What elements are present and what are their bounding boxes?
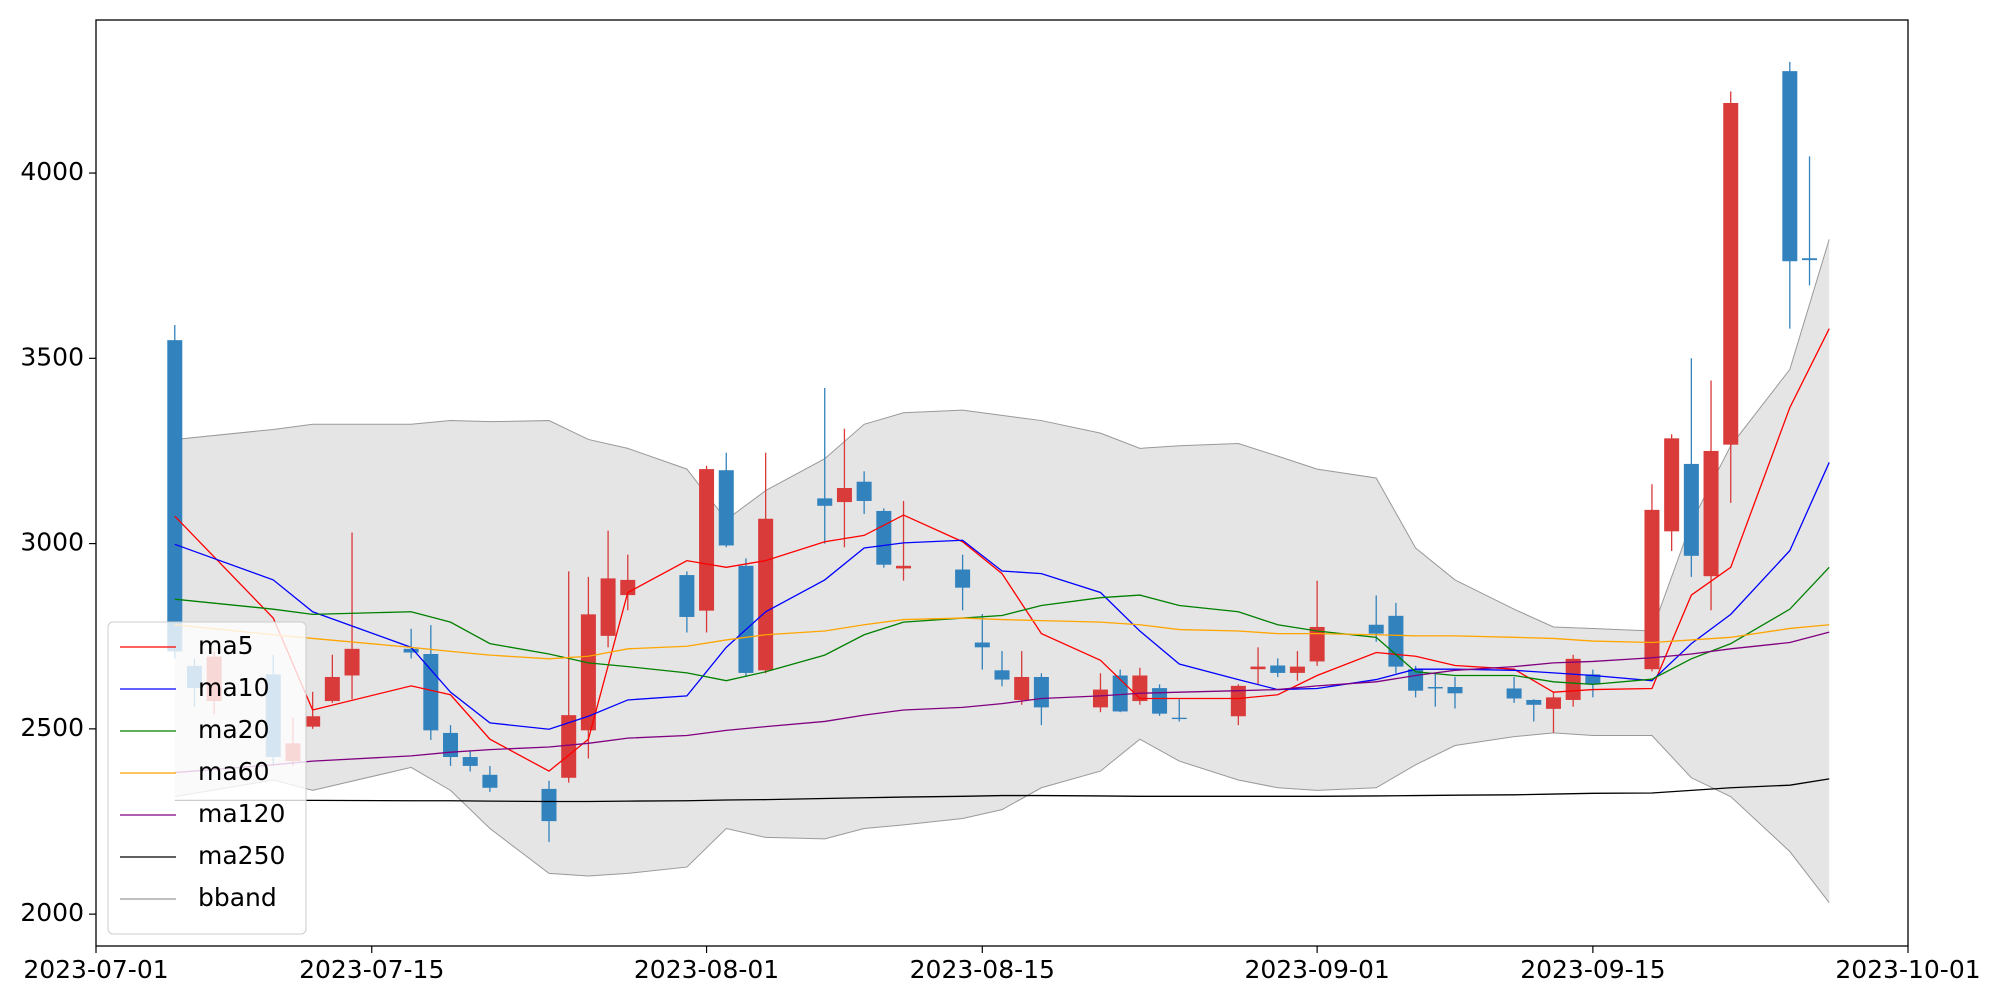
x-tick-label: 2023-07-15 bbox=[299, 955, 444, 984]
axes-layer: 2000 2500 3000 3500 4000 2023-07-01 2023-07-15… bbox=[20, 157, 1980, 984]
candle-body bbox=[1250, 666, 1266, 670]
candle-body bbox=[994, 670, 1010, 680]
candle-body bbox=[561, 715, 577, 778]
candle-body bbox=[1033, 676, 1049, 708]
legend-label: ma120 bbox=[198, 799, 285, 828]
candle-body bbox=[1782, 71, 1798, 262]
candle-body bbox=[462, 757, 478, 766]
x-tick-label: 2023-08-15 bbox=[910, 955, 1055, 984]
candle-body bbox=[1723, 103, 1739, 445]
candle-body bbox=[1545, 697, 1561, 709]
candle-body bbox=[758, 518, 774, 671]
ma-line bbox=[174, 566, 1830, 686]
candle-body bbox=[620, 579, 636, 596]
candle-body bbox=[167, 340, 183, 652]
candle-body bbox=[1802, 258, 1818, 261]
candle-body bbox=[1703, 450, 1719, 577]
ma-line bbox=[174, 631, 1830, 774]
candle-body bbox=[876, 510, 892, 565]
bband-lower bbox=[174, 732, 1830, 903]
y-tick-label: 3000 bbox=[20, 528, 84, 557]
candle-body bbox=[1585, 674, 1601, 685]
ma-line bbox=[174, 617, 1830, 660]
candle-body bbox=[541, 788, 557, 822]
ma-line bbox=[174, 778, 1830, 803]
candle-body bbox=[699, 469, 715, 611]
candle-body bbox=[1565, 658, 1581, 700]
candle-body bbox=[443, 732, 459, 758]
candle-body bbox=[1171, 717, 1187, 720]
line-layer bbox=[174, 328, 1830, 803]
ma-line bbox=[174, 462, 1830, 730]
legend-label: ma10 bbox=[198, 673, 269, 702]
candle-body bbox=[1092, 689, 1108, 708]
candle-body bbox=[1664, 438, 1680, 532]
bband-upper bbox=[174, 239, 1830, 632]
candle-body bbox=[1289, 666, 1305, 673]
candle-body bbox=[896, 565, 912, 569]
candle-body bbox=[718, 470, 734, 546]
candle-body bbox=[679, 575, 695, 617]
candle-body bbox=[1506, 688, 1522, 699]
legend-label: ma60 bbox=[198, 757, 269, 786]
plot-frame bbox=[95, 19, 1909, 947]
candle-body bbox=[1309, 626, 1325, 662]
legend-label: ma20 bbox=[198, 715, 269, 744]
candle-body bbox=[305, 716, 321, 727]
x-tick-label: 2023-08-01 bbox=[634, 955, 779, 984]
candle-body bbox=[1368, 624, 1384, 634]
y-tick-label: 4000 bbox=[20, 157, 84, 186]
candle-body bbox=[580, 614, 596, 731]
candle-body bbox=[836, 488, 852, 503]
x-tick-label: 2023-09-15 bbox=[1520, 955, 1665, 984]
candle-body bbox=[423, 654, 439, 731]
candle-body bbox=[1270, 665, 1286, 673]
candle-body bbox=[1230, 685, 1246, 717]
candle-body bbox=[1132, 675, 1148, 702]
candle-body bbox=[403, 648, 419, 653]
legend-box bbox=[107, 621, 307, 935]
y-tick-label: 2000 bbox=[20, 898, 84, 927]
candle-body bbox=[738, 565, 754, 673]
legend: ma5 ma10 ma20 ma60 ma120 ma250 bband bbox=[107, 621, 307, 935]
candle-body bbox=[1526, 699, 1542, 705]
candle-body bbox=[856, 481, 872, 501]
legend-label: ma250 bbox=[198, 841, 285, 870]
legend-label: ma5 bbox=[198, 631, 254, 660]
candle-body bbox=[1683, 463, 1699, 556]
candle-body bbox=[600, 578, 616, 636]
y-tick-label: 3500 bbox=[20, 342, 84, 371]
candle-body bbox=[974, 642, 990, 648]
candle-body bbox=[1112, 675, 1128, 712]
candle-body bbox=[1644, 509, 1660, 670]
candle-body bbox=[955, 569, 971, 588]
ma-line bbox=[174, 328, 1830, 772]
candle-body bbox=[1152, 688, 1168, 714]
candle-body bbox=[1447, 686, 1463, 694]
candle-body bbox=[344, 648, 360, 676]
candle-body bbox=[817, 498, 833, 506]
candle-body bbox=[1014, 676, 1030, 700]
x-tick-label: 2023-10-01 bbox=[1835, 955, 1980, 984]
y-tick-label: 2500 bbox=[20, 713, 84, 742]
candle-body bbox=[1427, 686, 1443, 689]
legend-label: bband bbox=[198, 883, 277, 912]
x-tick-label: 2023-09-01 bbox=[1244, 955, 1389, 984]
candle-body bbox=[482, 774, 498, 788]
candle-body bbox=[324, 676, 340, 702]
x-tick-label: 2023-07-01 bbox=[23, 955, 168, 984]
